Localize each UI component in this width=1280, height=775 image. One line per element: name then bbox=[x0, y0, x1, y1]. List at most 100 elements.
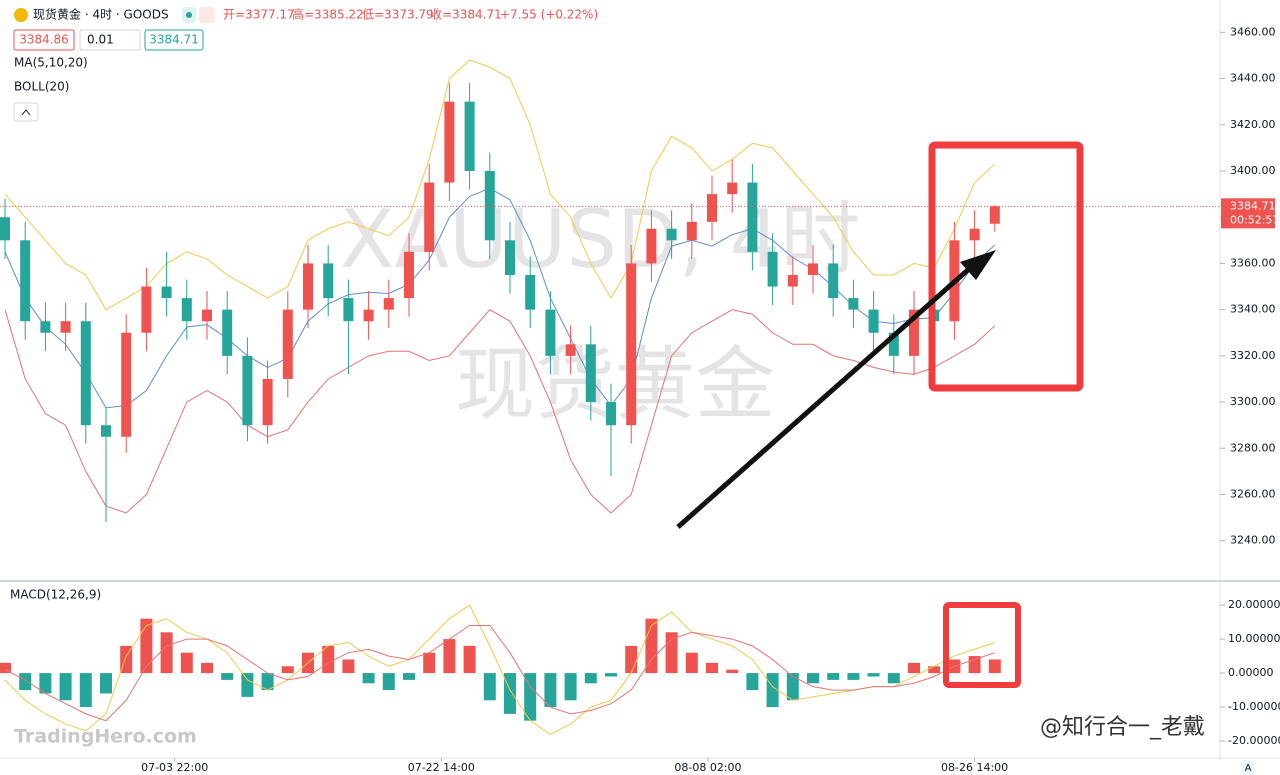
histogram-bar bbox=[564, 673, 577, 701]
candle-body bbox=[20, 240, 31, 322]
candle-body bbox=[60, 321, 71, 333]
histogram-bar bbox=[544, 673, 557, 708]
candle-body bbox=[282, 309, 293, 379]
histogram-bar bbox=[120, 645, 133, 674]
y-tick-label: 3360.00 bbox=[1230, 256, 1276, 269]
highlight-box bbox=[928, 141, 1084, 392]
candle-body bbox=[828, 263, 839, 299]
histogram-bar bbox=[39, 673, 52, 694]
histogram-bar bbox=[968, 656, 981, 674]
candle-body bbox=[222, 309, 233, 356]
auto-button[interactable] bbox=[1241, 762, 1255, 774]
candle-body bbox=[202, 309, 212, 322]
histogram-bar bbox=[463, 645, 476, 674]
histogram-bar bbox=[605, 673, 617, 677]
candle-body bbox=[383, 298, 394, 310]
histogram-bar bbox=[685, 652, 698, 674]
credit: @知行合一_老戴 bbox=[1040, 715, 1205, 740]
candle-body bbox=[646, 228, 657, 264]
y-tick-label: 20.00000 bbox=[1228, 598, 1280, 611]
auto-label[interactable]: A bbox=[1245, 763, 1252, 774]
bid-box[interactable] bbox=[13, 29, 75, 51]
last-price-label: 3384.71 bbox=[1230, 199, 1276, 212]
spread: 0.01 bbox=[87, 33, 114, 47]
histogram-bar bbox=[221, 673, 234, 680]
histogram-bar bbox=[786, 673, 799, 701]
ask[interactable]: 3384.71 bbox=[149, 33, 199, 47]
candle-body bbox=[707, 194, 717, 222]
candle-body bbox=[121, 332, 132, 437]
candle-body bbox=[727, 182, 738, 195]
histogram-bar bbox=[706, 662, 718, 674]
y-tick-label: 3440.00 bbox=[1230, 72, 1276, 85]
candle-body bbox=[626, 263, 637, 426]
ma-label: MA(5,10,20) bbox=[14, 56, 88, 70]
candle-body bbox=[888, 332, 899, 356]
histogram-bar bbox=[322, 645, 335, 674]
candle-body bbox=[666, 228, 677, 241]
candle-body bbox=[343, 298, 354, 322]
candle-body bbox=[545, 309, 556, 356]
histogram-bar bbox=[362, 673, 375, 684]
histogram-bar bbox=[827, 673, 840, 680]
main-pane: 3460.003440.003420.003400.003380.003360.… bbox=[0, 25, 1279, 774]
ask-box[interactable] bbox=[144, 29, 204, 51]
y-tick-label: 3340.00 bbox=[1230, 303, 1276, 316]
bid[interactable]: 3384.86 bbox=[19, 33, 69, 47]
macd-pane: 20.00000 10.00000 0.00000 -10.00000 -20.0000… bbox=[0, 598, 1280, 747]
countdown: 00:52:57 bbox=[1230, 213, 1279, 226]
candle-body bbox=[363, 309, 374, 322]
histogram-bar bbox=[19, 673, 32, 691]
candle-body bbox=[444, 101, 455, 183]
candle-body bbox=[686, 221, 697, 241]
candle-body bbox=[565, 344, 576, 356]
arrow-shaft bbox=[676, 266, 972, 529]
x-tick-label: 07-03 22:00 bbox=[141, 761, 208, 774]
low: 低=3373.79 bbox=[362, 8, 434, 22]
candle-body bbox=[868, 309, 879, 333]
collapse-button[interactable] bbox=[13, 102, 39, 122]
candle-body bbox=[404, 251, 414, 299]
candle-body bbox=[40, 321, 51, 333]
histogram-bar bbox=[342, 659, 355, 674]
histogram-bar bbox=[726, 669, 739, 674]
candle-body bbox=[141, 286, 152, 333]
histogram-bar bbox=[59, 673, 72, 701]
histogram-bar bbox=[584, 673, 597, 684]
histogram-bar bbox=[0, 662, 11, 674]
candle-body bbox=[767, 251, 778, 287]
candle-body bbox=[262, 378, 273, 426]
candle-body bbox=[848, 298, 859, 310]
candle-body bbox=[747, 182, 758, 252]
candle-body bbox=[303, 263, 313, 310]
candle-body bbox=[606, 402, 616, 426]
x-tick-label: 08-08 02:00 bbox=[674, 761, 741, 774]
histogram-bar bbox=[645, 618, 658, 674]
candle-body bbox=[808, 263, 818, 275]
candle-body bbox=[909, 309, 919, 356]
histogram-bar bbox=[524, 673, 537, 721]
candle-body bbox=[242, 355, 253, 426]
boll-band bbox=[4, 309, 996, 514]
histogram-bar bbox=[665, 632, 678, 674]
last-price-tag bbox=[1221, 198, 1275, 229]
histogram-bar bbox=[807, 673, 819, 684]
candle-body bbox=[484, 170, 495, 241]
macd-line bbox=[4, 624, 995, 722]
symbol-icon bbox=[14, 8, 28, 22]
candle-body bbox=[161, 286, 172, 299]
collapse-icon bbox=[21, 109, 31, 116]
arrow-head bbox=[960, 250, 996, 280]
histogram-bar bbox=[928, 666, 941, 674]
candle-body bbox=[424, 182, 435, 252]
logo: TradingHero.com bbox=[14, 726, 197, 748]
histogram-bar bbox=[261, 673, 274, 691]
histogram-bar bbox=[241, 673, 254, 697]
candle-body bbox=[0, 217, 10, 241]
histogram-bar bbox=[746, 673, 759, 691]
candle-body bbox=[464, 101, 475, 171]
histogram-bar bbox=[140, 618, 153, 674]
candle-body bbox=[323, 263, 334, 299]
highlight-box bbox=[943, 602, 1021, 688]
macd-label: MACD(12,26,9) bbox=[10, 588, 101, 602]
